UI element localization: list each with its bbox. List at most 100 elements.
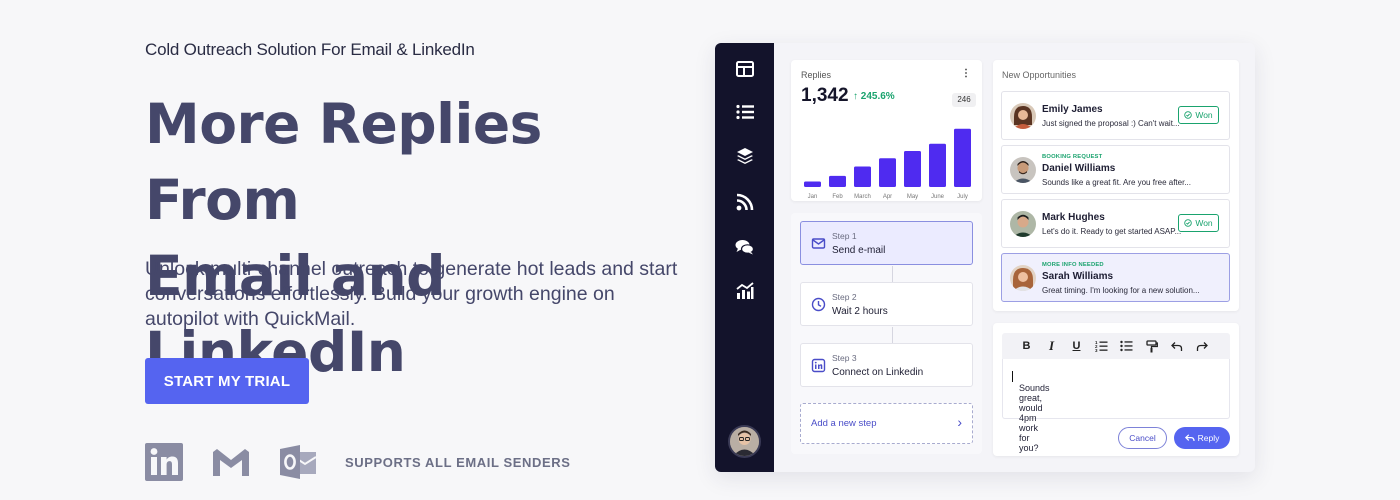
opportunity-item[interactable]: BOOKING REQUEST Daniel Williams Sounds l… xyxy=(1001,145,1230,194)
step-connector xyxy=(892,327,893,343)
more-info-tag: MORE INFO NEEDED xyxy=(1042,262,1104,268)
contact-avatar xyxy=(1010,265,1036,291)
opportunities-title: New Opportunities xyxy=(1002,70,1077,80)
won-label: Won xyxy=(1195,110,1213,120)
bold-button[interactable]: B xyxy=(1022,340,1031,352)
hero-subtext: Unlock multi-channel outreach to generat… xyxy=(145,258,678,330)
list-icon[interactable] xyxy=(734,101,755,122)
contact-name: Daniel Williams xyxy=(1042,163,1116,174)
user-avatar[interactable] xyxy=(728,425,761,458)
check-circle-icon xyxy=(1184,219,1193,227)
chart-tick-label: Apr xyxy=(883,194,892,200)
chat-icon[interactable] xyxy=(734,236,755,257)
chart-bar-apr xyxy=(879,158,896,187)
chevron-right-icon: › xyxy=(957,414,962,430)
contact-avatar xyxy=(1010,103,1036,129)
step-connect-linkedin[interactable]: Step 3 Connect on Linkedin xyxy=(800,343,973,387)
reply-icon xyxy=(1184,434,1195,442)
underline-button[interactable]: U xyxy=(1072,340,1081,352)
outlook-logo-icon xyxy=(279,443,317,481)
chart-tooltip: 246 xyxy=(952,93,976,107)
sequence-steps: Step 1 Send e-mail Step 2 Wait 2 hours S… xyxy=(791,213,982,454)
analytics-icon[interactable] xyxy=(734,280,755,301)
chart-tick-label: Jan xyxy=(808,194,818,200)
new-opportunities-card: New Opportunities Emily James Just signe… xyxy=(993,60,1239,311)
chart-bar-jan xyxy=(804,181,821,187)
eyebrow-text: Cold Outreach Solution For Email & Linke… xyxy=(145,40,475,59)
page-title: More Replies From Email and LinkedIn xyxy=(145,86,705,390)
linkedin-logo-icon xyxy=(145,443,183,481)
italic-button[interactable]: I xyxy=(1048,338,1055,353)
step-label: Send e-mail xyxy=(832,245,886,256)
won-label: Won xyxy=(1195,218,1213,228)
contact-message: Let's do it. Ready to get started ASAP..… xyxy=(1042,227,1182,236)
format-paint-icon[interactable] xyxy=(1139,336,1164,356)
step-number: Step 2 xyxy=(832,292,857,302)
chart-bar-july xyxy=(954,128,971,187)
app-sidebar xyxy=(715,43,774,472)
svg-text:2: 2 xyxy=(1095,344,1098,349)
contact-name: Mark Hughes xyxy=(1042,212,1105,223)
chart-tick-label: July xyxy=(957,194,968,200)
opportunity-item[interactable]: Mark Hughes Let's do it. Ready to get st… xyxy=(1001,199,1230,248)
chart-bar-may xyxy=(904,151,921,187)
step-label: Wait 2 hours xyxy=(832,306,888,317)
booking-request-tag: BOOKING REQUEST xyxy=(1042,154,1103,160)
step-number: Step 3 xyxy=(832,353,857,363)
chart-tick-label: March xyxy=(854,194,871,200)
headline-line-2: Email and LinkedIn xyxy=(145,244,446,384)
replies-delta: ↑ 245.6% xyxy=(853,91,895,102)
more-options-icon[interactable]: ⋮ xyxy=(961,68,971,79)
step-send-email[interactable]: Step 1 Send e-mail xyxy=(800,221,973,265)
step-wait[interactable]: Step 2 Wait 2 hours xyxy=(800,282,973,326)
replies-card: Replies ⋮ 1,342 ↑ 245.6% 246 Jan Feb March… xyxy=(791,60,982,201)
svg-text:3: 3 xyxy=(1095,348,1098,352)
chart-bar-june xyxy=(929,143,946,187)
rss-icon[interactable] xyxy=(734,191,755,212)
headline-line-1: More Replies From xyxy=(145,92,542,232)
chart-bar-march xyxy=(854,166,871,187)
contact-name: Sarah Williams xyxy=(1042,271,1114,282)
contact-message: Just signed the proposal :) Can't wait..… xyxy=(1042,119,1180,128)
contact-message: Sounds like a great fit. Are you free af… xyxy=(1042,178,1191,187)
step-label: Connect on Linkedin xyxy=(832,367,924,378)
redo-icon[interactable] xyxy=(1189,336,1214,356)
chart-bar-feb xyxy=(829,175,846,187)
layers-icon[interactable] xyxy=(734,145,755,166)
mail-icon xyxy=(811,236,826,251)
add-step-label: Add a new step xyxy=(811,418,877,429)
opportunity-item[interactable]: Emily James Just signed the proposal :) … xyxy=(1001,91,1230,140)
gmail-logo-icon xyxy=(212,443,250,481)
contact-name: Emily James xyxy=(1042,104,1103,115)
won-badge: Won xyxy=(1178,214,1219,232)
supports-label: SUPPORTS ALL EMAIL SENDERS xyxy=(345,454,571,470)
reply-button[interactable]: Reply xyxy=(1174,427,1230,449)
text-caret xyxy=(1012,371,1013,383)
bullet-list-icon[interactable] xyxy=(1114,336,1139,356)
reply-textarea[interactable]: Sounds great, would 4pm work for you? xyxy=(1002,359,1230,453)
start-trial-button[interactable]: START MY TRIAL xyxy=(145,358,309,404)
contact-avatar xyxy=(1010,157,1036,183)
step-number: Step 1 xyxy=(832,231,857,241)
won-badge: Won xyxy=(1178,106,1219,124)
chart-tick-label: Feb xyxy=(832,194,843,200)
chart-tick-label: May xyxy=(907,194,918,200)
linkedin-icon xyxy=(811,358,826,373)
replies-title: Replies xyxy=(801,70,832,80)
undo-icon[interactable] xyxy=(1164,336,1189,356)
svg-text:1: 1 xyxy=(1095,340,1098,345)
contact-avatar xyxy=(1010,211,1036,237)
check-circle-icon xyxy=(1184,111,1193,119)
replies-bar-chart: Jan Feb March Apr May June July xyxy=(804,128,971,200)
add-step-button[interactable]: Add a new step › xyxy=(800,403,973,444)
clock-icon xyxy=(811,297,826,312)
draft-text: Sounds great, would 4pm work for you? xyxy=(1019,383,1050,453)
opportunity-item[interactable]: MORE INFO NEEDED Sarah Williams Great ti… xyxy=(1001,253,1230,302)
app-preview: Replies ⋮ 1,342 ↑ 245.6% 246 Jan Feb March… xyxy=(715,43,1255,472)
cancel-button[interactable]: Cancel xyxy=(1118,427,1167,449)
integration-logos: SUPPORTS ALL EMAIL SENDERS xyxy=(145,442,571,482)
layout-icon[interactable] xyxy=(734,58,755,79)
